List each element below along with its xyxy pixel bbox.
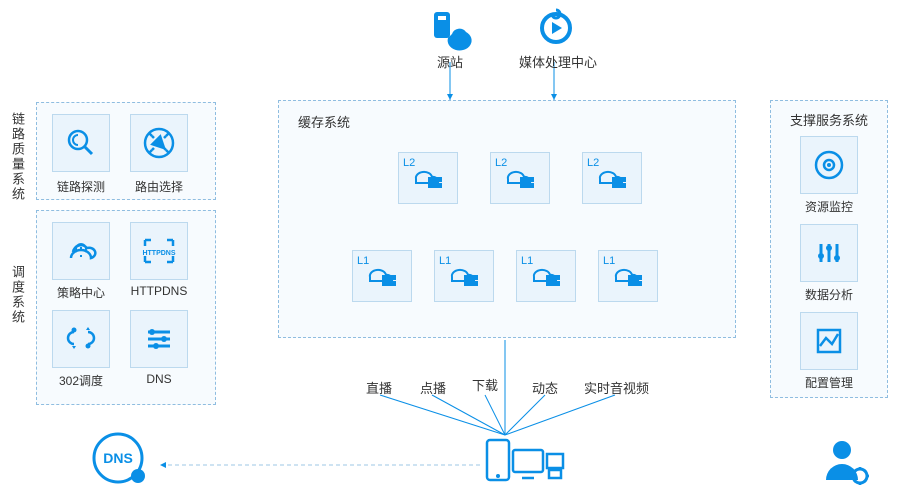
policy-center-tile	[52, 222, 110, 280]
svc-0: 直播	[366, 378, 392, 397]
dns-tile-label: DNS	[130, 372, 188, 386]
svc-4: 实时音视频	[584, 378, 649, 397]
client-devices-icon	[485, 438, 565, 493]
cache-title: 缓存系统	[298, 112, 350, 131]
data-analysis-label: 数据分析	[800, 286, 858, 303]
httpdns-tile: HTTPDNS	[130, 222, 188, 280]
httpdns-label: HTTPDNS	[126, 284, 192, 298]
svc-2: 下载	[472, 375, 498, 394]
resource-monitor-tile	[800, 136, 858, 194]
support-title: 支撑服务系统	[780, 110, 878, 129]
origin-label: 源站	[425, 52, 475, 71]
l1-node-2: L1	[516, 250, 576, 302]
l1-node-0: L1	[352, 250, 412, 302]
dns-node-text: DNS	[103, 450, 133, 466]
l2-node-0: L2	[398, 152, 458, 204]
svc-3: 动态	[532, 378, 558, 397]
dispatch-title: 调度系统	[8, 265, 27, 325]
link-probe-label: 链路探测	[52, 178, 110, 195]
svc-1: 点播	[420, 378, 446, 397]
media-center-icon	[534, 6, 578, 55]
policy-center-label: 策略中心	[52, 284, 110, 301]
dns-tile	[130, 310, 188, 368]
config-mgmt-label: 配置管理	[800, 374, 858, 391]
origin-icon	[428, 8, 472, 53]
route-select-tile	[130, 114, 188, 172]
config-mgmt-tile	[800, 312, 858, 370]
l2-node-1: L2	[490, 152, 550, 204]
302-label: 302调度	[52, 372, 110, 389]
302-tile	[52, 310, 110, 368]
l2-node-2: L2	[582, 152, 642, 204]
svg-text:HTTPDNS: HTTPDNS	[142, 250, 175, 257]
resource-monitor-label: 资源监控	[800, 198, 858, 215]
route-select-label: 路由选择	[130, 178, 188, 195]
data-analysis-tile	[800, 224, 858, 282]
link-probe-tile	[52, 114, 110, 172]
cache-box	[278, 100, 736, 338]
dns-node: DNS	[90, 430, 154, 495]
l1-node-1: L1	[434, 250, 494, 302]
quality-title: 链路质量系统	[8, 112, 27, 202]
admin-user-icon	[820, 436, 874, 495]
media-center-label: 媒体处理中心	[516, 52, 600, 71]
l1-node-3: L1	[598, 250, 658, 302]
